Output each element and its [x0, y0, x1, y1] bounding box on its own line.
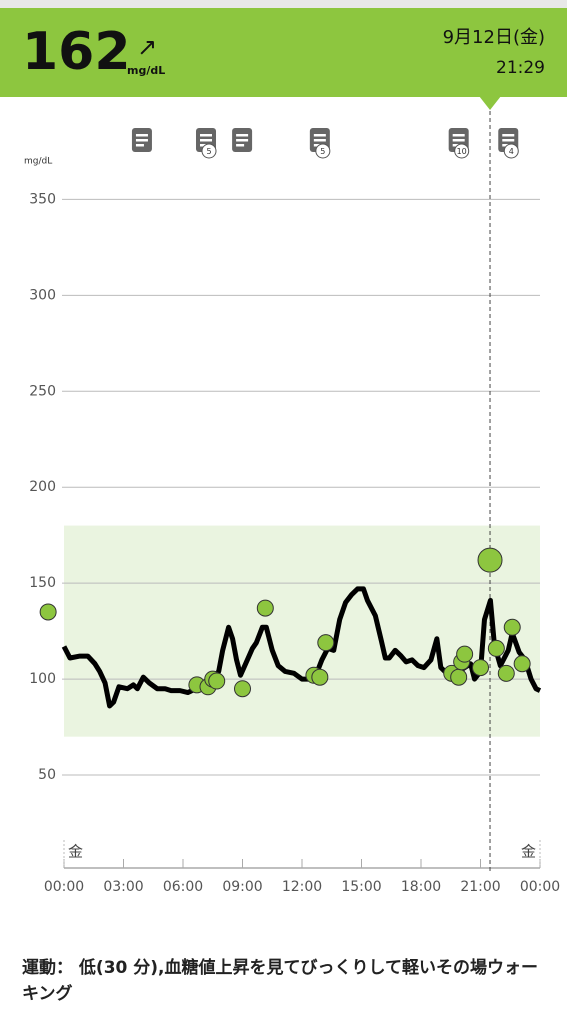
date: 9月12日(金): [443, 27, 545, 48]
y-tick-label: 150: [29, 575, 56, 591]
note-badge: [201, 143, 217, 159]
x-tick-label: 06:00: [163, 879, 203, 895]
note-icon-line: [236, 134, 249, 137]
note-icon-line: [452, 139, 465, 142]
day-label: 金: [68, 843, 83, 861]
reading-dot: [472, 659, 489, 677]
y-tick-label: 300: [29, 287, 56, 303]
reading-dot: [39, 603, 57, 621]
reading-dot: [497, 664, 515, 682]
glucose-value: 162: [22, 22, 131, 82]
note-icon-line: [502, 139, 515, 142]
y-tick-label: 100: [29, 671, 56, 687]
note-badge: [315, 143, 331, 159]
time: 21:29: [496, 58, 545, 78]
target-range: [64, 525, 540, 737]
note-badge: [454, 143, 470, 159]
note-icon-line: [236, 139, 249, 142]
header-bar: [0, 8, 567, 97]
x-tick-label: 00:00: [520, 879, 560, 895]
note-icon: 10: [448, 128, 470, 159]
reading-dot: [503, 618, 521, 636]
note-count: 5: [320, 147, 325, 156]
x-tick-label: 03:00: [103, 879, 143, 895]
note-icon-line: [200, 139, 213, 142]
note-icon-line: [502, 134, 515, 137]
note-icon: 5: [309, 128, 331, 159]
reading-dot: [456, 645, 474, 663]
trend-arrow: ↗: [137, 33, 157, 61]
note-icon-line: [313, 139, 326, 142]
x-tick-label: 15:00: [341, 879, 381, 895]
unit: mg/dL: [127, 64, 165, 77]
note-icon: 5: [196, 128, 217, 159]
reading-dot: [256, 599, 274, 617]
note-icon-line: [502, 144, 511, 147]
note-count: 10: [457, 147, 467, 156]
screen: 162 ↗ mg/dL 9月12日(金) 21:29 mg/dL 50 100 15…: [0, 0, 567, 895]
reading-dot: [311, 668, 329, 686]
reading-dot: [487, 639, 505, 657]
note-icon-line: [135, 134, 148, 137]
x-tick-label: 09:00: [222, 879, 262, 895]
y-tick-label: 250: [29, 383, 56, 399]
current-reading: [477, 547, 503, 573]
y-tick-label: 50: [38, 767, 56, 783]
x-tick-label: 18:00: [401, 879, 441, 895]
reading-dot: [450, 668, 468, 686]
reading-dot: [234, 680, 251, 698]
note-count: 5: [206, 147, 211, 156]
now-pointer: [479, 96, 502, 110]
x-tick-label: 21:00: [460, 879, 500, 895]
y-tick-label: 350: [29, 191, 56, 207]
note-icon: 4: [498, 128, 519, 159]
note-icon-line: [313, 144, 322, 147]
note-icon-line: [313, 134, 326, 137]
reading-dot: [317, 634, 335, 652]
note-icon-line: [135, 144, 144, 147]
note-count: 4: [509, 147, 514, 156]
note-icon-line: [452, 134, 465, 137]
note-icon-line: [452, 144, 461, 147]
reading-dot: [513, 655, 531, 673]
note-icon-line: [135, 139, 148, 142]
day-label: 金: [521, 843, 536, 861]
note-icon-line: [200, 134, 213, 137]
x-tick-label: 00:00: [44, 879, 84, 895]
note-text: 運動： 低(30 分),血糖値上昇を見てびっくりして軽いその場ウォーキング: [22, 958, 538, 1004]
y-axis-label: mg/dL: [24, 157, 52, 167]
x-tick-label: 12:00: [282, 879, 322, 895]
status-bar: [0, 0, 567, 8]
note-icon-line: [236, 144, 245, 147]
note-icon-line: [200, 144, 209, 147]
note-badge: [503, 143, 519, 159]
y-tick-label: 200: [29, 479, 56, 495]
note-icon: [232, 128, 253, 152]
reading-dot: [208, 672, 226, 690]
note-icon: [131, 128, 152, 152]
